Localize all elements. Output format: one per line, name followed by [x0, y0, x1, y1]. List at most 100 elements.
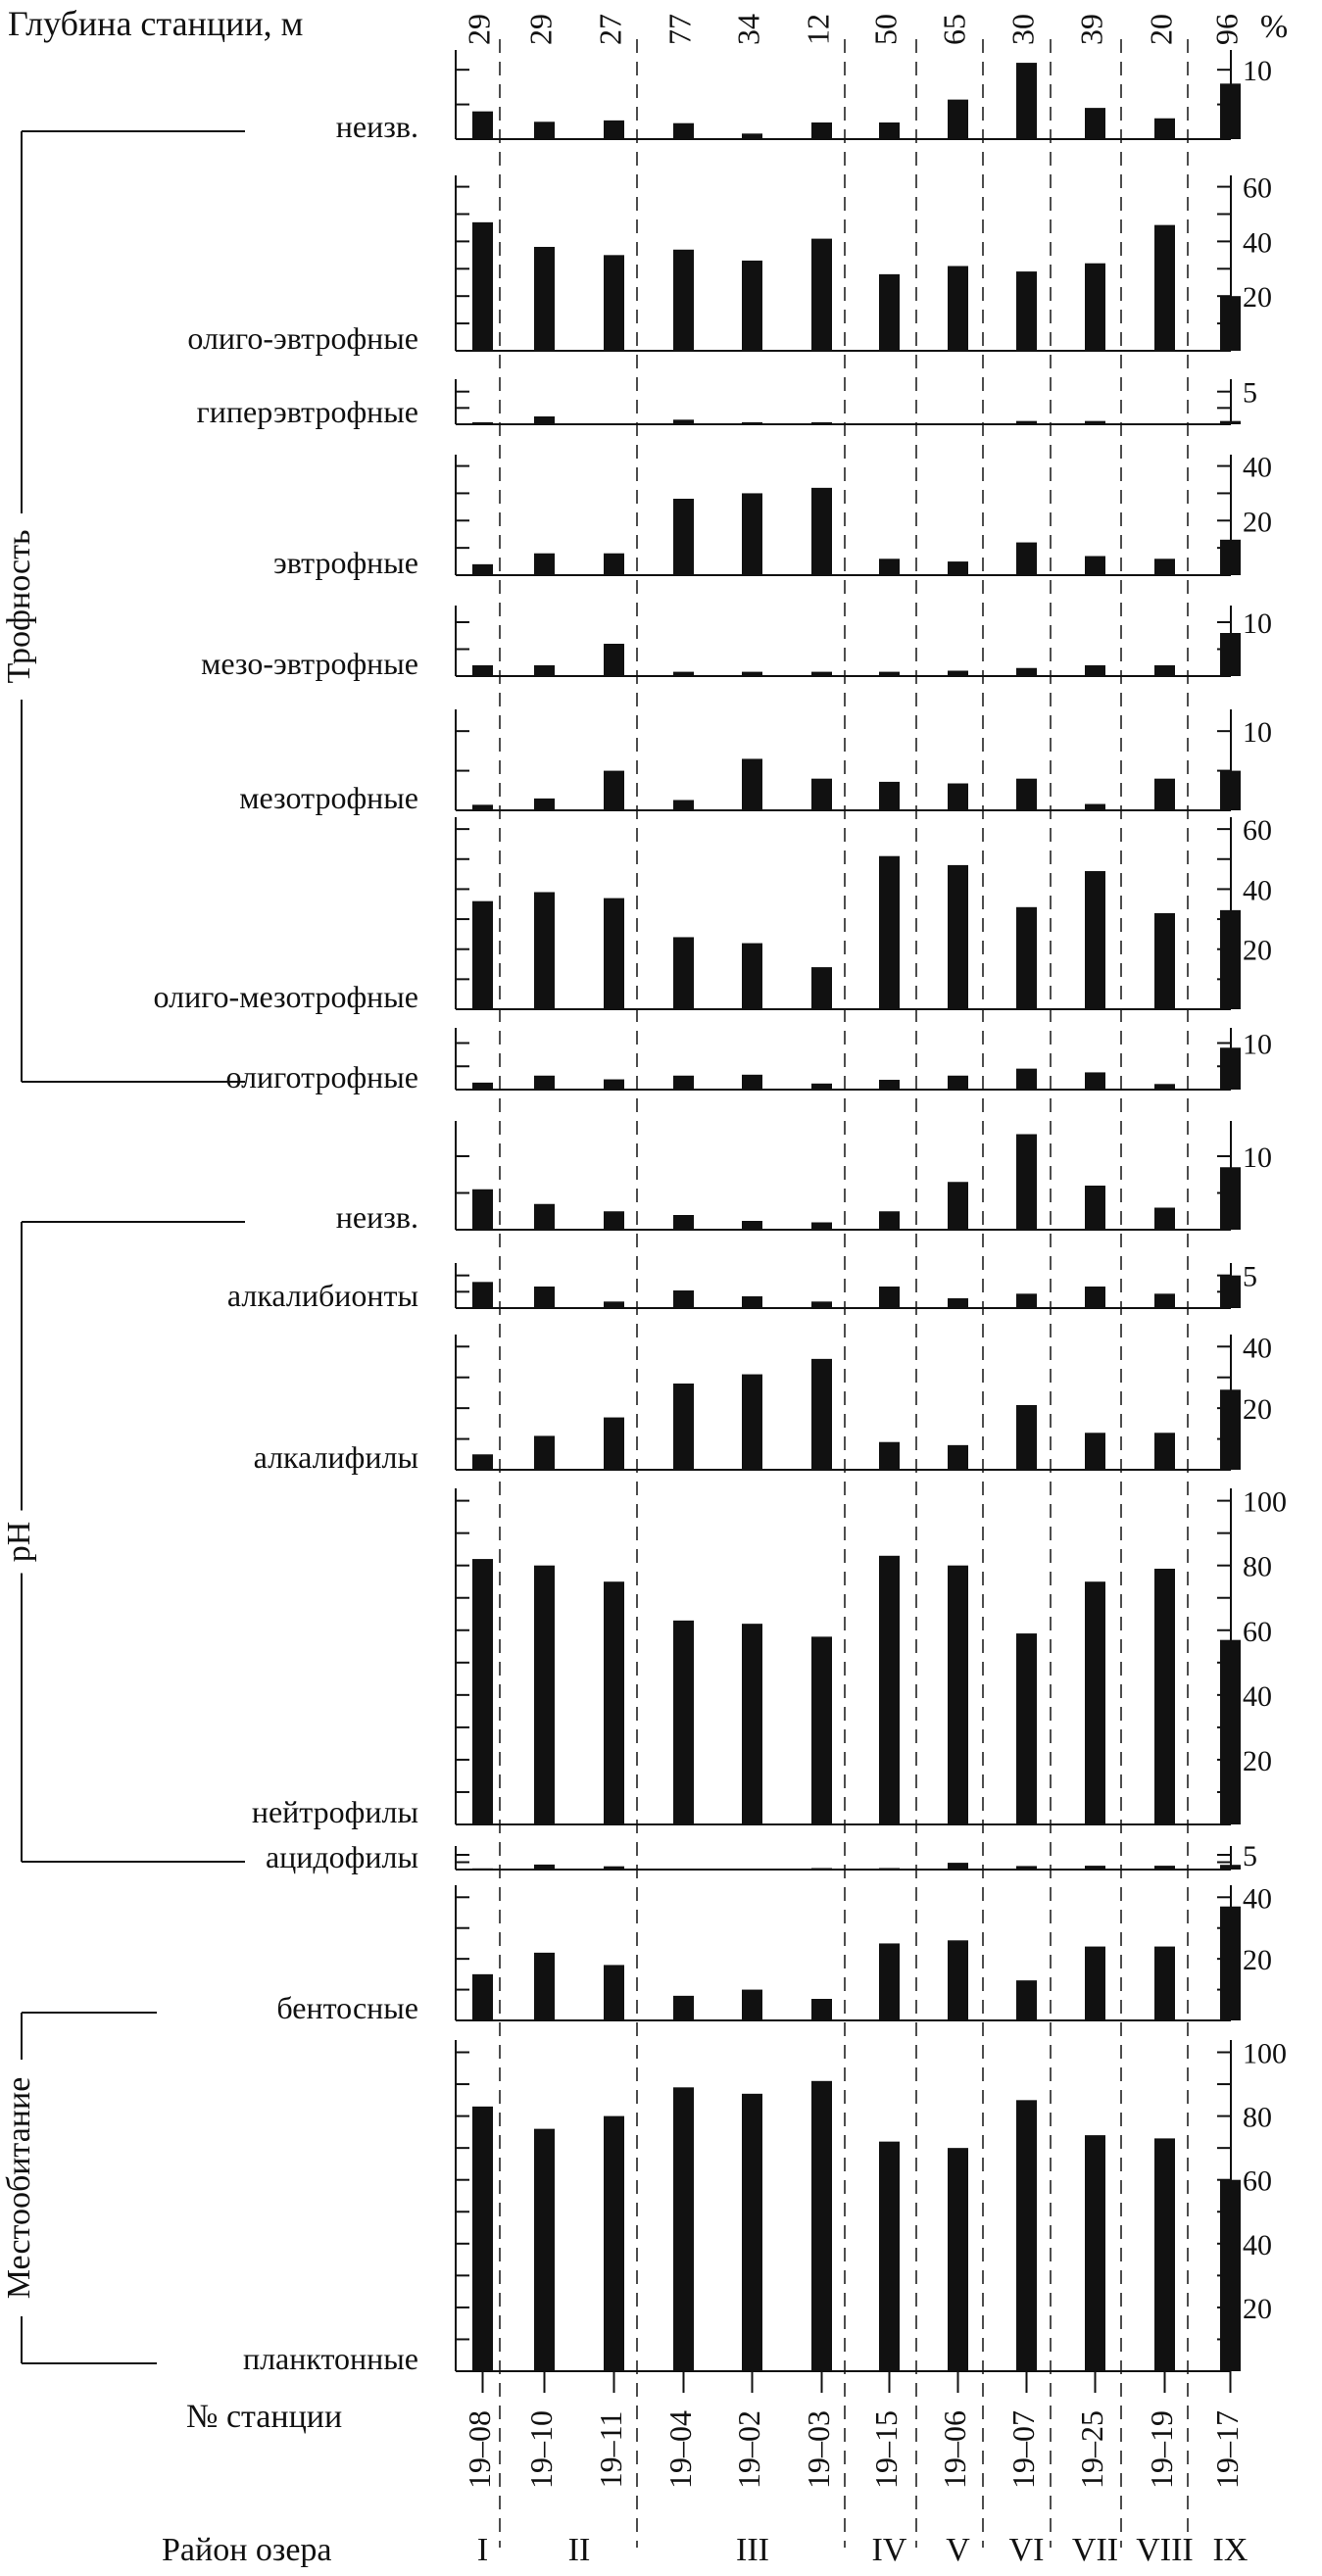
station-depth-label: 29	[461, 14, 496, 45]
panel-13: 20 40 бентосные	[276, 1882, 1272, 2025]
bar	[811, 1636, 832, 1824]
bar	[811, 2080, 832, 2371]
tick-label: 10	[1243, 716, 1272, 749]
panel-5: 10 мезотрофные	[239, 709, 1272, 815]
tick-label: 60	[1243, 1616, 1272, 1648]
bar	[742, 1221, 762, 1230]
bar	[811, 1222, 832, 1230]
region-axis-title: Район озера	[162, 2532, 332, 2568]
tick-label: 5	[1243, 377, 1257, 410]
bar	[472, 1189, 493, 1230]
bar	[472, 1559, 493, 1824]
bar	[1220, 1906, 1241, 2020]
bar	[534, 1075, 555, 1090]
series-label: алкалибионты	[227, 1278, 418, 1313]
bar	[1016, 1633, 1037, 1824]
category-groups: Трофность pH Местообитание	[1, 130, 245, 2364]
bar	[811, 1358, 832, 1470]
bar	[534, 1565, 555, 1824]
panel-4: 10 мезо-эвтрофные	[201, 606, 1272, 681]
bar	[604, 1301, 624, 1308]
tick-label: 20	[1243, 1944, 1272, 1976]
tick-label: 20	[1243, 1745, 1272, 1777]
bar	[811, 671, 832, 676]
bar	[1220, 1047, 1241, 1090]
station-label: 19–04	[662, 2410, 698, 2489]
group-bracket: pH	[1, 1221, 245, 1863]
bar	[1016, 271, 1037, 351]
bar	[604, 2115, 624, 2371]
tick-label: 10	[1243, 55, 1272, 87]
series-label: бентосные	[276, 1990, 418, 2025]
bar	[811, 1999, 832, 2020]
bar	[1085, 1287, 1105, 1308]
bar	[604, 898, 624, 1009]
bar	[534, 122, 555, 139]
station-label: 19–25	[1074, 2410, 1109, 2489]
bar	[1220, 1275, 1241, 1308]
bar	[604, 1965, 624, 2020]
bar	[742, 1989, 762, 2020]
bar	[604, 1211, 624, 1230]
bar	[742, 1624, 762, 1824]
series-label: мезо-эвтрофные	[201, 646, 418, 681]
bar	[811, 967, 832, 1009]
bar	[879, 855, 900, 1009]
bar	[472, 111, 493, 139]
bar	[811, 1083, 832, 1090]
bar	[472, 900, 493, 1009]
tick-label: 40	[1243, 1680, 1272, 1713]
bar	[1016, 1866, 1037, 1870]
tick-label: 5	[1243, 1261, 1257, 1293]
station-label: 19–11	[593, 2411, 628, 2489]
series-label: неизв.	[336, 109, 418, 144]
station-label: 19–06	[937, 2410, 972, 2489]
tick-label: 80	[1243, 2102, 1272, 2134]
bar	[948, 670, 968, 676]
bar	[948, 266, 968, 351]
station-depth-label: 12	[800, 14, 835, 45]
bar	[948, 561, 968, 575]
bar	[948, 783, 968, 810]
panel-2: 5 гиперэвтрофные	[197, 377, 1257, 429]
bar	[1085, 263, 1105, 351]
bar	[1154, 665, 1175, 676]
bar	[879, 781, 900, 810]
region-label: III	[736, 2532, 769, 2568]
station-depth-label: 39	[1073, 14, 1108, 45]
bar	[1016, 906, 1037, 1009]
bar	[742, 2093, 762, 2371]
bar	[472, 665, 493, 676]
bar	[879, 1287, 900, 1308]
bar	[1085, 803, 1105, 810]
bar	[604, 1866, 624, 1870]
panel-7: 10 олиготрофные	[225, 1028, 1272, 1094]
bar	[472, 563, 493, 575]
tick-label: 10	[1243, 1142, 1272, 1174]
region-label: VII	[1072, 2532, 1118, 2568]
bar	[673, 1620, 694, 1824]
region-label: VI	[1009, 2532, 1045, 2568]
bar	[948, 1182, 968, 1230]
station-label: 19–10	[523, 2410, 559, 2489]
bar	[472, 221, 493, 351]
bar	[1085, 665, 1105, 676]
bar	[1016, 1293, 1037, 1308]
bar	[879, 273, 900, 351]
depth-title: Глубина станции, м	[8, 4, 303, 43]
tick-label: 5	[1243, 1840, 1257, 1872]
bar	[673, 1075, 694, 1090]
tick-label: 20	[1243, 506, 1272, 538]
region-label: IX	[1213, 2532, 1249, 2568]
panel-1: 20 40 60 олиго-эвтрофные	[187, 172, 1272, 356]
bar	[879, 559, 900, 575]
bar	[1220, 770, 1241, 810]
bar	[742, 671, 762, 676]
panel-11: 20 40 60 80 100 нейтрофилы	[252, 1486, 1287, 1829]
panel-10: 20 40 алкалифилы	[254, 1332, 1272, 1475]
chart-footer: № станции Район озера 19–08 19–10 19–11 19–…	[162, 2371, 1248, 2568]
tick-label: 20	[1243, 1393, 1272, 1426]
bar	[948, 1298, 968, 1308]
bar	[604, 770, 624, 810]
